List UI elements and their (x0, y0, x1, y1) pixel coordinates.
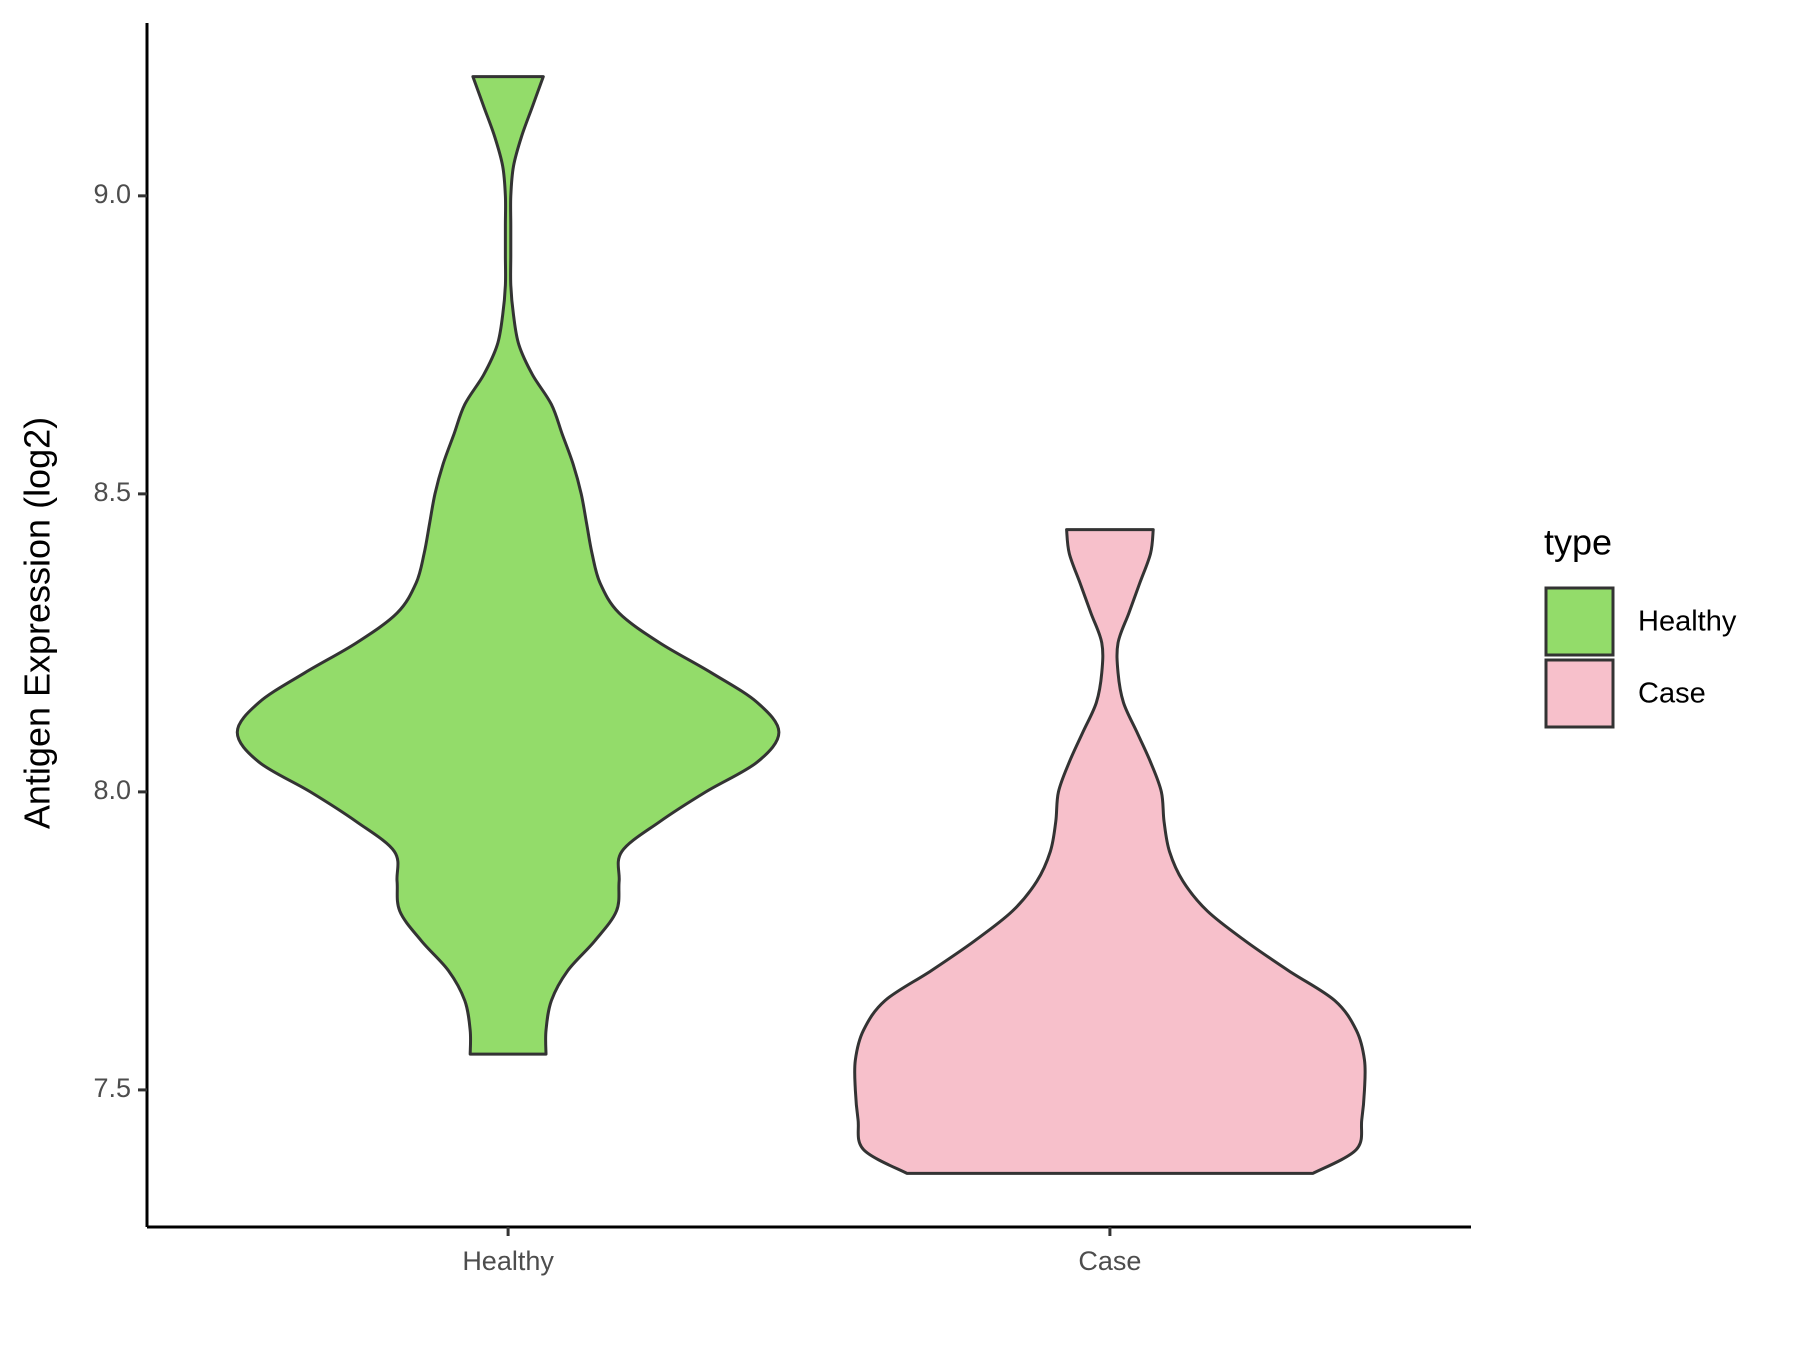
y-tick-label: 8.0 (93, 775, 131, 805)
legend-key (1544, 658, 1615, 729)
legend-label: Healthy (1638, 606, 1737, 638)
legend-title: type (1544, 522, 1612, 563)
legend-key (1544, 586, 1615, 657)
violin (853, 528, 1367, 1175)
legend-label: Case (1638, 678, 1706, 710)
y-tick-label: 7.5 (93, 1073, 131, 1103)
y-tick-label: 9.0 (93, 179, 131, 209)
y-axis-title: Antigen Expression (log2) (17, 417, 58, 829)
x-tick-label: Healthy (462, 1246, 554, 1276)
y-tick-label: 8.5 (93, 477, 131, 507)
violin (235, 75, 781, 1056)
x-tick-label: Case (1078, 1246, 1141, 1276)
